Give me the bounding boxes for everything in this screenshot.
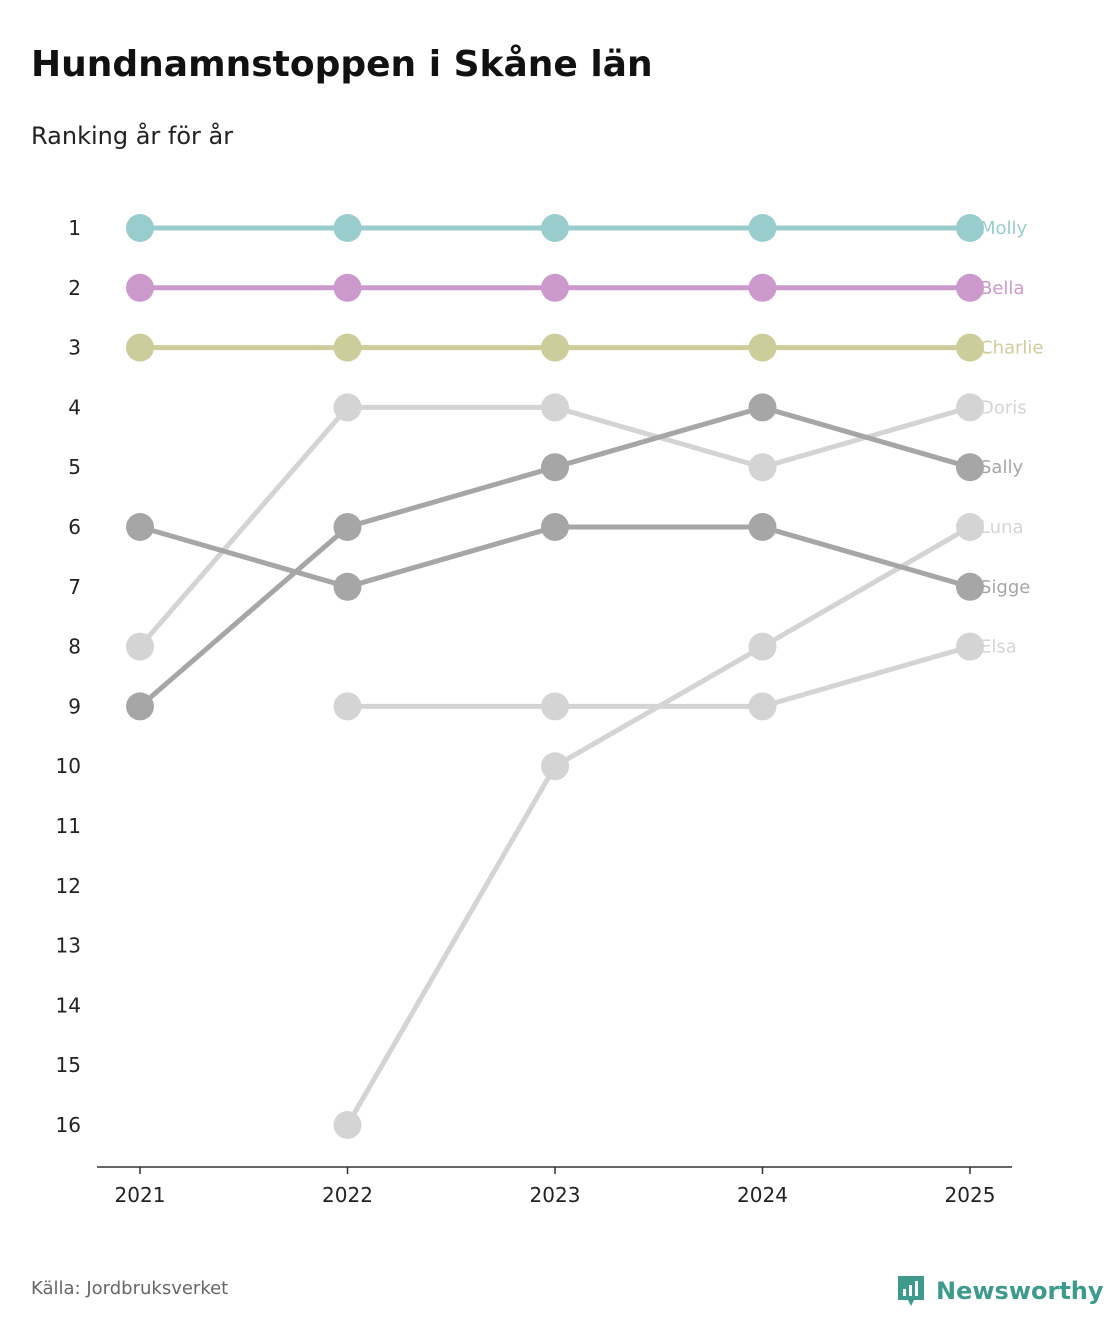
x-tick-label: 2025 bbox=[945, 1183, 996, 1207]
y-tick-label: 12 bbox=[56, 874, 81, 898]
point-luna-2025 bbox=[956, 513, 984, 541]
series-label-doris: Doris bbox=[980, 397, 1027, 418]
y-tick-label: 7 bbox=[68, 575, 81, 599]
chart-title: Hundnamnstoppen i Skåne län bbox=[31, 44, 653, 85]
point-sigge-2023 bbox=[541, 513, 569, 541]
point-bella-2023 bbox=[541, 273, 569, 302]
point-elsa-2023 bbox=[541, 692, 569, 721]
y-tick-label: 2 bbox=[68, 276, 81, 300]
y-tick-label: 13 bbox=[56, 934, 81, 958]
source-note: Källa: Jordbruksverket bbox=[31, 1278, 229, 1299]
point-charlie-2024 bbox=[748, 333, 777, 362]
point-elsa-2022 bbox=[333, 692, 362, 721]
point-doris-2023 bbox=[541, 393, 569, 422]
x-tick-label: 2023 bbox=[530, 1183, 581, 1207]
point-sally-2021 bbox=[126, 692, 154, 721]
point-bella-2022 bbox=[333, 273, 362, 302]
point-bella-2025 bbox=[956, 273, 984, 302]
point-molly-2024 bbox=[748, 214, 777, 242]
point-sigge-2022 bbox=[333, 572, 362, 601]
point-bella-2021 bbox=[126, 273, 154, 302]
series-bella: Bella bbox=[126, 273, 1024, 302]
y-tick-label: 14 bbox=[56, 993, 81, 1017]
y-tick-label: 4 bbox=[68, 395, 81, 419]
x-axis: 2021 2022 2023 2024 2025 bbox=[97, 1166, 1012, 1207]
point-charlie-2025 bbox=[956, 333, 984, 362]
point-sally-2024 bbox=[748, 393, 777, 422]
series-sally: Sally bbox=[126, 393, 1023, 721]
point-doris-2022 bbox=[333, 393, 362, 422]
series-sigge: Sigge bbox=[126, 513, 1030, 601]
point-molly-2022 bbox=[333, 214, 362, 242]
x-tick-label: 2021 bbox=[115, 1183, 166, 1207]
point-elsa-2024 bbox=[748, 692, 777, 721]
point-charlie-2022 bbox=[333, 333, 362, 362]
y-tick-label: 1 bbox=[68, 216, 81, 240]
point-doris-2025 bbox=[956, 393, 984, 422]
point-sigge-2025 bbox=[956, 572, 984, 601]
point-luna-2023 bbox=[541, 752, 569, 781]
y-tick-label: 6 bbox=[68, 515, 81, 539]
point-luna-2022 bbox=[333, 1111, 362, 1139]
series-doris: Doris bbox=[126, 393, 1027, 661]
brand-logo: Newsworthy bbox=[896, 1274, 1104, 1308]
y-tick-label: 8 bbox=[68, 635, 81, 659]
x-tick-label: 2022 bbox=[322, 1183, 373, 1207]
point-molly-2023 bbox=[541, 214, 569, 242]
point-luna-2024 bbox=[748, 632, 777, 661]
series-label-elsa: Elsa bbox=[980, 637, 1017, 658]
series-line-sally bbox=[137, 404, 973, 709]
point-sigge-2021 bbox=[126, 513, 154, 541]
brand-name: Newsworthy bbox=[936, 1277, 1104, 1305]
y-tick-label: 10 bbox=[56, 754, 81, 778]
series-label-bella: Bella bbox=[980, 278, 1024, 299]
series-elsa: Elsa bbox=[333, 632, 1017, 721]
point-sigge-2024 bbox=[748, 513, 777, 541]
y-tick-label: 3 bbox=[68, 336, 81, 360]
series-label-sigge: Sigge bbox=[980, 577, 1030, 598]
point-charlie-2021 bbox=[126, 333, 154, 362]
y-tick-label: 5 bbox=[68, 455, 81, 479]
point-doris-2024 bbox=[748, 453, 777, 482]
series-label-charlie: Charlie bbox=[980, 338, 1043, 359]
chart-subtitle: Ranking år för år bbox=[31, 122, 234, 150]
x-tick-label: 2024 bbox=[737, 1183, 788, 1207]
y-tick-label: 15 bbox=[56, 1053, 81, 1077]
point-elsa-2025 bbox=[956, 632, 984, 661]
series-layer: Elsa Luna Doris Sigge Sally Charlie Bella Molly bbox=[126, 214, 1043, 1139]
series-label-sally: Sally bbox=[980, 457, 1023, 478]
series-line-luna bbox=[345, 524, 973, 1128]
point-doris-2021 bbox=[126, 632, 154, 661]
point-sally-2022 bbox=[333, 513, 362, 541]
series-line-elsa bbox=[345, 644, 973, 709]
point-charlie-2023 bbox=[541, 333, 569, 362]
y-tick-label: 11 bbox=[56, 814, 81, 838]
point-molly-2025 bbox=[956, 214, 984, 242]
series-molly: Molly bbox=[126, 214, 1028, 242]
point-sally-2025 bbox=[956, 453, 984, 482]
series-label-molly: Molly bbox=[980, 218, 1028, 239]
y-tick-label: 16 bbox=[56, 1113, 81, 1137]
point-bella-2024 bbox=[748, 273, 777, 302]
y-tick-label: 9 bbox=[68, 694, 81, 718]
point-sally-2023 bbox=[541, 453, 569, 482]
point-molly-2021 bbox=[126, 214, 154, 242]
series-luna: Luna bbox=[333, 513, 1024, 1139]
series-label-luna: Luna bbox=[980, 517, 1024, 538]
newsworthy-logo-icon bbox=[898, 1276, 924, 1306]
series-charlie: Charlie bbox=[126, 333, 1043, 362]
